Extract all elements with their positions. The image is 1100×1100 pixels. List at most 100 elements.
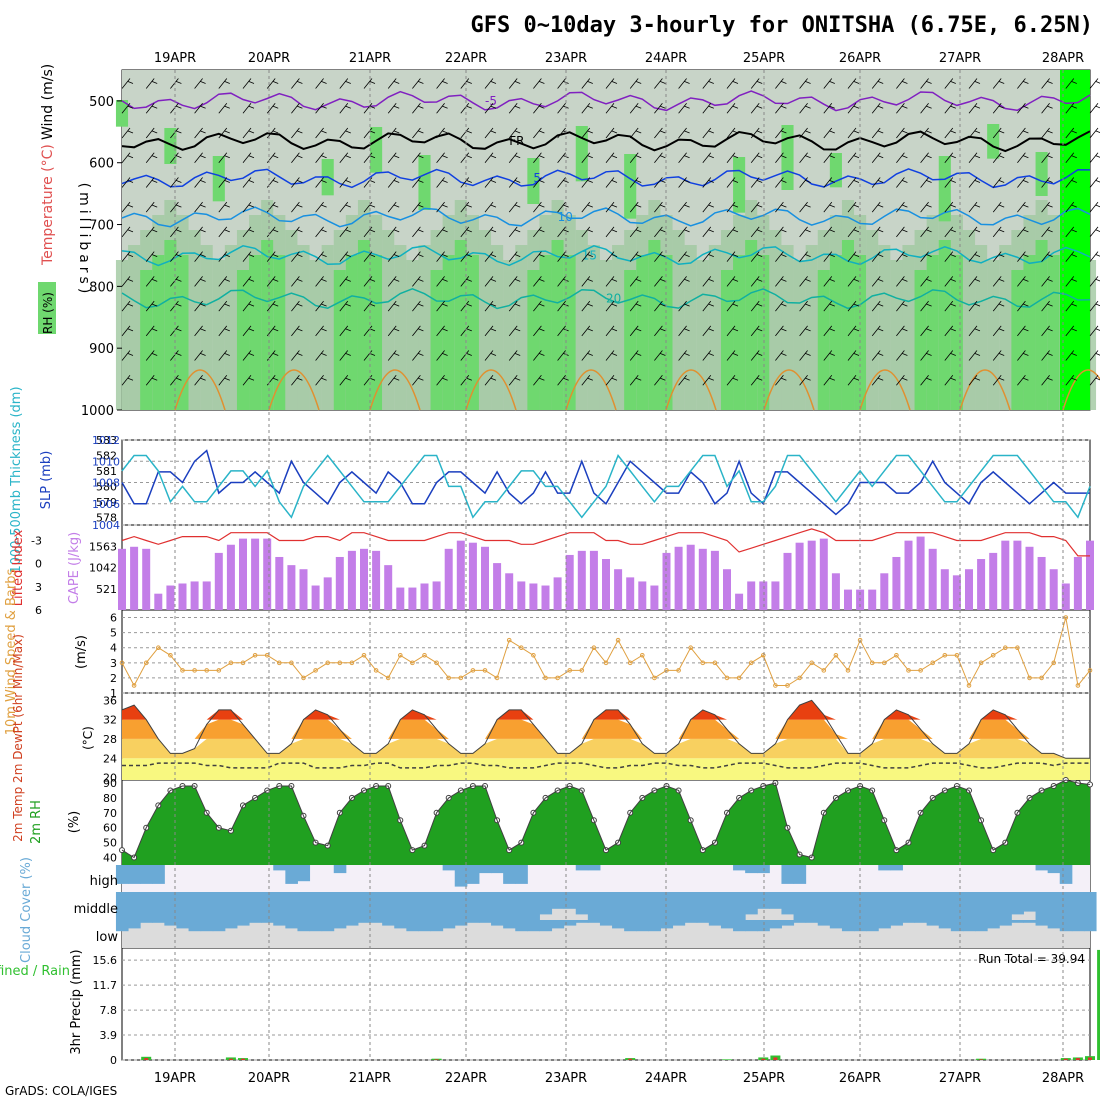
wind-barb [315, 152, 327, 163]
cloud-bar [236, 920, 250, 926]
wind-barb [218, 201, 230, 213]
wind-point [845, 668, 851, 673]
rh-shade-humid [551, 240, 564, 410]
cloud-bar [781, 892, 795, 915]
rh-shade [708, 245, 721, 410]
wind-barb [678, 300, 690, 312]
day-label-top: 27APR [939, 51, 981, 66]
wind-barb [363, 103, 376, 114]
temp-band [122, 758, 1090, 780]
cape-bar [965, 569, 973, 610]
wind-barb [871, 325, 884, 337]
cloud-bar [902, 892, 916, 920]
wind-barb [460, 226, 472, 238]
wind-barb [1089, 177, 1100, 188]
rh-shade [987, 260, 1000, 410]
wind-barb [218, 300, 230, 312]
y-tick-label: 500 [89, 95, 114, 110]
cape-bar [214, 552, 223, 610]
cloud-bar [624, 892, 637, 920]
wind-barb [871, 78, 884, 89]
thickness-tick: 582 [96, 449, 117, 462]
wind10-unit: (m/s) [74, 635, 89, 669]
day-label-top: 26APR [839, 51, 881, 66]
cape-bar [759, 581, 768, 610]
wind-barb [1065, 251, 1077, 262]
wind-barb [871, 276, 884, 287]
y-tick-label: 1000 [81, 404, 114, 419]
cape-bar [493, 563, 502, 610]
cloud-bar [999, 892, 1012, 920]
cape-bar [831, 573, 840, 610]
rh-shade-humid [345, 255, 358, 410]
wind-barb [291, 300, 303, 312]
cape-bar [408, 587, 417, 610]
rh-shade-humid [176, 255, 189, 410]
cloud-bar [394, 920, 407, 929]
convective-bar [241, 1058, 245, 1060]
wind-barb [847, 300, 860, 312]
wind-barb [315, 78, 327, 89]
rh-shade [599, 260, 613, 410]
cloud-bar [793, 920, 807, 923]
rh-shade-humid [660, 255, 673, 410]
wind-barb [412, 201, 424, 213]
cape-bar [771, 581, 780, 610]
cloud-bar [236, 892, 250, 920]
wind-barb [823, 152, 835, 163]
slp-label: SLP (mb) [39, 451, 54, 510]
wind-barb [702, 350, 714, 361]
wind-barb [339, 251, 351, 262]
day-label-top: 23APR [545, 51, 587, 66]
wind-point [603, 660, 609, 666]
wind-barb [702, 177, 714, 188]
wind-barb [194, 201, 206, 213]
li-label: Lifted Index [11, 529, 26, 606]
wind-barb [799, 350, 811, 361]
wind-barb [944, 78, 956, 89]
wind-barb [1089, 226, 1100, 238]
warm-contour [959, 369, 1011, 411]
wind-barb [726, 300, 739, 312]
precip-tick: 11.7 [93, 979, 118, 992]
isotherm-label: 20 [606, 292, 621, 306]
li-tick: -3 [31, 534, 42, 547]
rh-shade-humid [720, 270, 734, 410]
cloud-bar [829, 892, 843, 920]
wind-barb [315, 127, 327, 139]
wind-barb [508, 325, 521, 337]
wind-barb [702, 375, 714, 386]
cloud-bar [478, 920, 492, 923]
cape-bar [372, 550, 381, 610]
cloud-bar [140, 920, 153, 923]
slp-tick: 1008 [92, 477, 120, 490]
wind-barb [194, 103, 206, 114]
wind-barb [944, 375, 956, 386]
slp-tick: 1010 [92, 455, 120, 468]
wind-barb [823, 103, 835, 114]
wind-barb [896, 325, 908, 337]
wind-barb [992, 226, 1005, 238]
wind-point [833, 652, 839, 658]
rh-legend-swatch [38, 282, 56, 334]
cloud-bar [285, 892, 298, 920]
cloud-bar [527, 920, 540, 932]
wind-barb [944, 300, 956, 312]
wind-barb [170, 152, 182, 163]
wind-barb [242, 103, 255, 114]
cloud-bar [224, 892, 238, 920]
wind-barb [605, 300, 618, 312]
wind-barb [750, 375, 763, 386]
wind-point [313, 668, 318, 673]
wind-barb [968, 152, 981, 163]
wind-barb [968, 201, 981, 213]
wind-barb [291, 201, 303, 213]
precip-tick: 7.8 [100, 1004, 118, 1017]
wind-barb [387, 226, 400, 238]
cloud-bar [321, 920, 335, 932]
cloud-bar [854, 920, 867, 932]
wind-barb [799, 127, 811, 139]
wind-barb [920, 325, 932, 337]
wind-barb [750, 103, 763, 114]
cape-bar [517, 581, 526, 610]
